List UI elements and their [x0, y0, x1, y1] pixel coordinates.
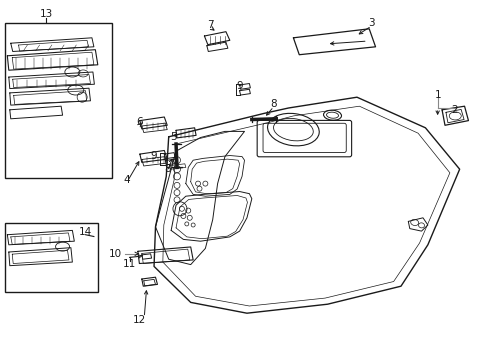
Text: 13: 13	[40, 9, 53, 19]
Text: 6: 6	[136, 117, 142, 127]
Text: 8: 8	[270, 99, 277, 109]
Text: 5: 5	[170, 132, 177, 142]
Bar	[5, 23, 111, 178]
Text: 12: 12	[132, 315, 146, 325]
Text: 8: 8	[163, 164, 170, 174]
Text: 7: 7	[206, 20, 213, 30]
Text: 1: 1	[433, 90, 440, 100]
Text: 9: 9	[150, 150, 157, 161]
Text: 11: 11	[122, 258, 136, 269]
Text: 10: 10	[108, 249, 121, 259]
Text: 9: 9	[236, 81, 243, 91]
Text: 14: 14	[79, 227, 92, 237]
Bar	[5, 223, 98, 292]
Text: 2: 2	[450, 105, 457, 115]
Text: 3: 3	[367, 18, 374, 28]
Text: 4: 4	[123, 175, 130, 185]
